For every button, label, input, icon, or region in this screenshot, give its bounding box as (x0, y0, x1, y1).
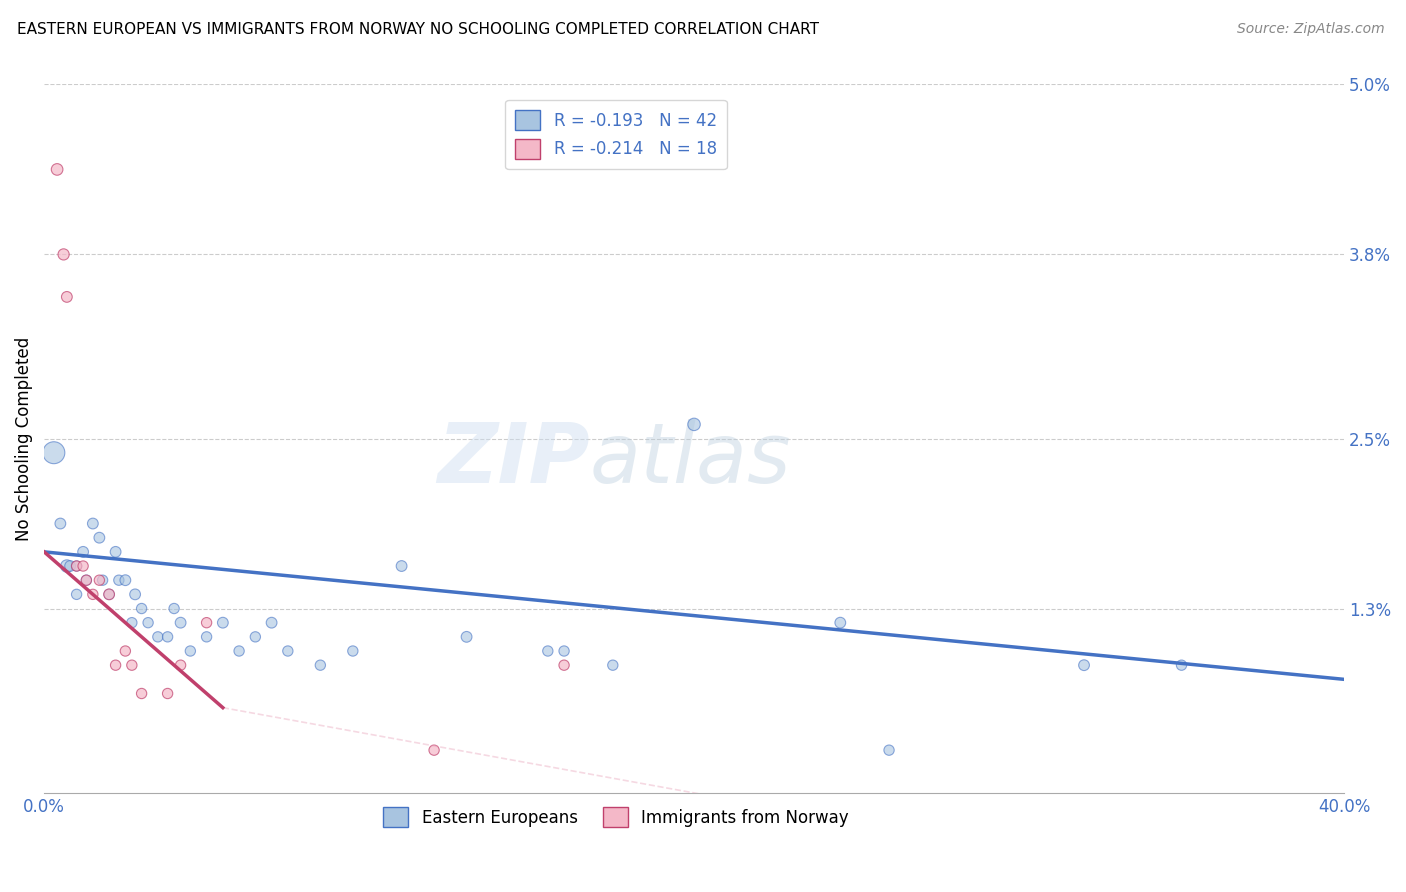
Point (136, 615, 159, 630)
Point (124, 587, 146, 601)
Point (75, 573, 97, 587)
Point (104, 545, 127, 559)
Point (260, 615, 283, 630)
Point (195, 615, 218, 630)
Point (56, 559, 79, 574)
Point (114, 573, 136, 587)
Legend: Eastern Europeans, Immigrants from Norway: Eastern Europeans, Immigrants from Norwa… (377, 800, 855, 834)
Point (98, 587, 121, 601)
Point (342, 644, 364, 658)
Point (89, 531, 111, 545)
Point (211, 615, 233, 630)
Point (131, 686, 153, 700)
Point (423, 743, 446, 757)
Point (169, 615, 191, 630)
Point (245, 630, 267, 644)
Point (82, 516, 104, 531)
Text: EASTERN EUROPEAN VS IMMIGRANTS FROM NORWAY NO SCHOOLING COMPLETED CORRELATION CH: EASTERN EUROPEAN VS IMMIGRANTS FROM NORW… (17, 22, 818, 37)
Point (56, 290, 79, 304)
Point (553, 658, 575, 673)
Point (98, 587, 121, 601)
Point (179, 644, 201, 658)
Point (156, 630, 179, 644)
Point (65, 559, 87, 574)
Point (65, 587, 87, 601)
Point (309, 658, 332, 673)
Point (114, 644, 136, 658)
Point (72, 559, 94, 574)
Text: Source: ZipAtlas.com: Source: ZipAtlas.com (1237, 22, 1385, 37)
Point (108, 573, 131, 587)
Point (52, 247, 75, 261)
Point (195, 630, 218, 644)
Point (72, 545, 94, 559)
Point (1170, 658, 1192, 673)
Point (146, 630, 169, 644)
Point (602, 658, 624, 673)
Point (59, 559, 82, 574)
Text: atlas: atlas (591, 419, 792, 500)
Point (169, 658, 191, 673)
Point (537, 644, 560, 658)
Point (830, 615, 852, 630)
Point (553, 644, 575, 658)
Point (277, 644, 299, 658)
Point (104, 658, 127, 673)
Point (121, 658, 143, 673)
Point (82, 587, 104, 601)
Point (65, 559, 87, 574)
Point (877, 743, 900, 757)
Point (42, 446, 65, 460)
Point (156, 686, 179, 700)
Point (89, 573, 111, 587)
Point (91, 573, 114, 587)
Point (121, 615, 143, 630)
Point (46, 162, 69, 177)
Point (683, 417, 706, 432)
Point (131, 601, 153, 615)
Text: ZIP: ZIP (437, 419, 591, 500)
Point (49, 516, 72, 531)
Y-axis label: No Schooling Completed: No Schooling Completed (15, 336, 32, 541)
Point (456, 630, 478, 644)
Point (1073, 658, 1095, 673)
Point (163, 601, 186, 615)
Point (228, 644, 250, 658)
Point (391, 559, 413, 574)
Point (75, 573, 97, 587)
